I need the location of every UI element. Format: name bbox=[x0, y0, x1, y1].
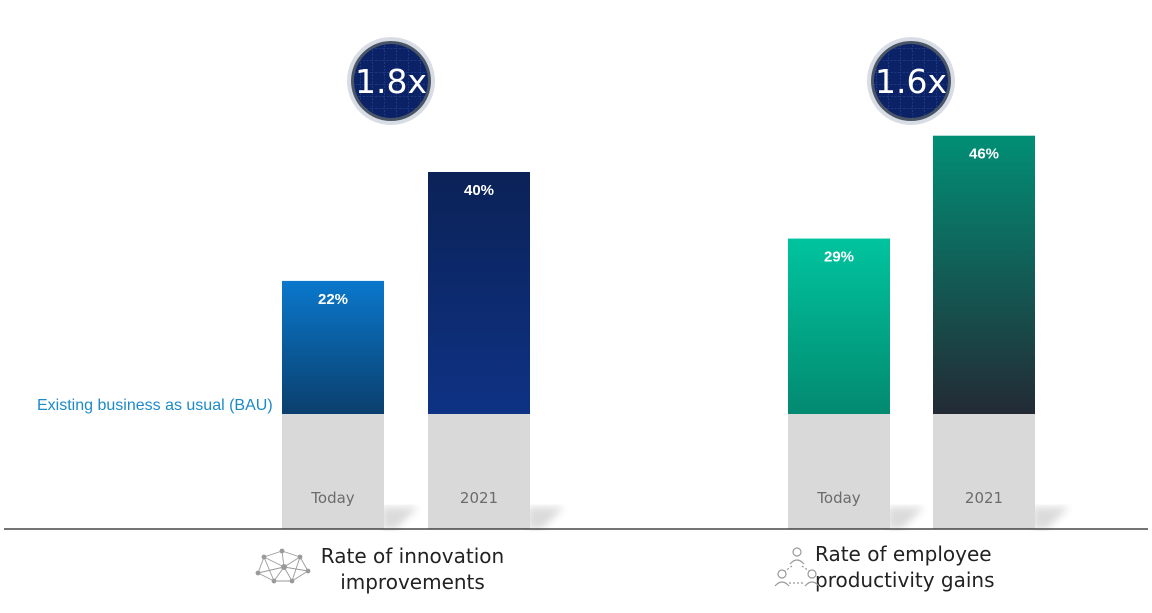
bau-segment bbox=[788, 414, 890, 529]
network-icon bbox=[255, 548, 311, 584]
bar-today bbox=[282, 280, 384, 414]
multiplier-label: 1.8x bbox=[355, 62, 427, 101]
category-tick-label: 2021 bbox=[965, 489, 1003, 507]
category-label-innovation: Rate of innovation improvements bbox=[300, 543, 525, 595]
bau-segment bbox=[428, 414, 530, 529]
multiplier-label: 1.6x bbox=[875, 62, 947, 101]
category-label-line: Rate of employee bbox=[815, 542, 992, 566]
value-label: 40% bbox=[464, 182, 494, 199]
category-tick-label: Today bbox=[310, 489, 355, 507]
bar-2021 bbox=[428, 172, 530, 414]
value-label: 22% bbox=[318, 291, 348, 308]
category-tick-label: 2021 bbox=[460, 489, 498, 507]
bau-segment bbox=[282, 414, 384, 529]
multiplier-badge bbox=[874, 44, 948, 118]
bar-shadow bbox=[382, 507, 418, 529]
people-icon bbox=[774, 547, 820, 587]
bau-legend-label: Existing business as usual (BAU) bbox=[37, 397, 273, 414]
value-label: 46% bbox=[969, 146, 999, 163]
bau-segment bbox=[933, 414, 1035, 529]
category-label-line: Rate of innovation bbox=[320, 544, 505, 568]
category-label-line: productivity gains bbox=[815, 568, 995, 592]
category-tick-label: Today bbox=[816, 489, 861, 507]
bar-shadow bbox=[888, 507, 924, 529]
category-label-line: improvements bbox=[340, 570, 485, 594]
bar-shadow bbox=[1033, 507, 1069, 529]
bar-2021 bbox=[933, 135, 1035, 414]
category-label-productivity: Rate of employee productivity gains bbox=[815, 541, 1025, 593]
value-label: 29% bbox=[824, 249, 854, 266]
bar-today bbox=[788, 238, 890, 414]
bar-shadow bbox=[528, 507, 564, 529]
multiplier-badge bbox=[354, 44, 428, 118]
